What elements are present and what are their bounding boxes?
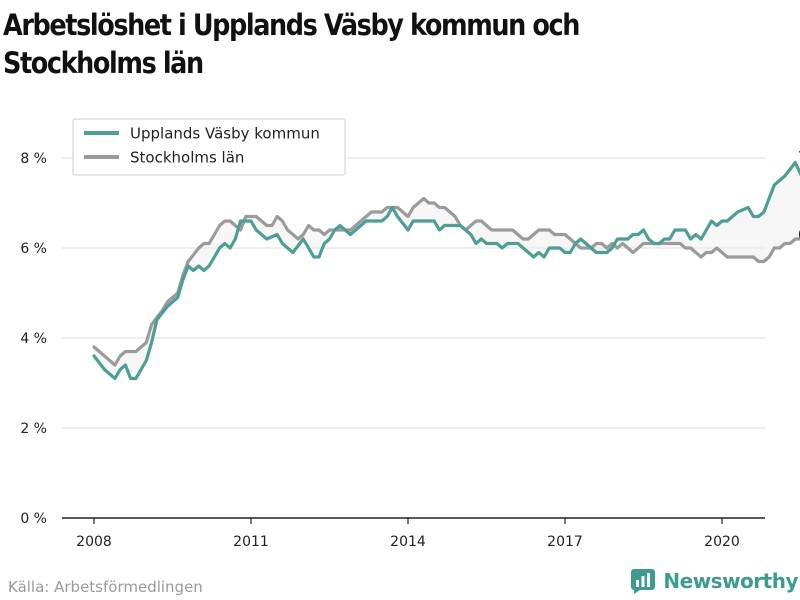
- y-tick-label-2: 2 %: [20, 421, 47, 437]
- legend-label-stockholm: Stockholms län: [130, 149, 244, 167]
- x-tick-label-2008: 2008: [76, 534, 112, 550]
- x-tick-label-2020: 2020: [704, 534, 740, 550]
- series-lines: [92, 160, 800, 381]
- legend: Upplands Väsby kommun Stockholms län: [72, 118, 346, 176]
- x-tick-label-2011: 2011: [233, 534, 269, 550]
- y-tick-label-8: 8 %: [20, 151, 47, 167]
- end-annotations: 7,6 %6,7 %0,9 %: [798, 148, 800, 246]
- legend-box: [72, 118, 346, 176]
- y-tick-label-0: 0 %: [20, 511, 47, 527]
- newsworthy-logo-icon: [631, 569, 656, 594]
- difference-band: [94, 162, 800, 379]
- y-axis-ticks: 0 % 2 % 4 % 6 % 8 %: [20, 151, 47, 527]
- gridlines: [62, 157, 765, 429]
- x-tick-label-2017: 2017: [547, 534, 583, 550]
- chart-title: Arbetslöshet i Upplands Väsby kommun och…: [3, 8, 580, 80]
- x-tick-label-2014: 2014: [390, 534, 426, 550]
- end-label-vasby: 7,6 %: [798, 148, 800, 169]
- end-label-stockholm: 6,7 %: [798, 225, 800, 246]
- y-tick-label-6: 6 %: [20, 241, 47, 257]
- series-line-stockholm: [92, 196, 800, 367]
- series-line-vasby: [92, 160, 800, 381]
- x-axis: 2008 2011 2014 2017 2020: [62, 517, 765, 550]
- brand-logo: Newsworthy: [631, 568, 798, 594]
- source-note: Källa: Arbetsförmedlingen: [8, 578, 203, 596]
- brand-name: Newsworthy: [663, 569, 798, 593]
- y-tick-label-4: 4 %: [20, 331, 47, 347]
- legend-label-vasby: Upplands Väsby kommun: [130, 125, 320, 143]
